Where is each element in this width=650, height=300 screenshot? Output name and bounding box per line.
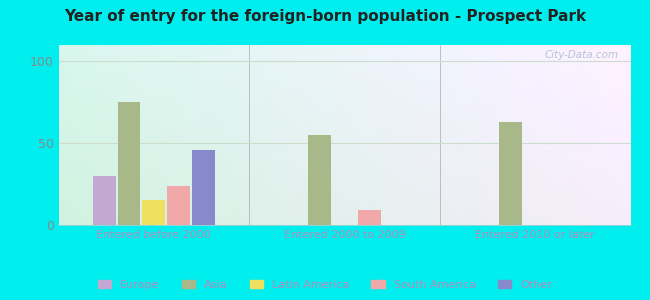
Text: City-Data.com: City-Data.com bbox=[545, 50, 619, 60]
Bar bbox=[192, 150, 215, 225]
Bar bbox=[358, 210, 381, 225]
Bar bbox=[142, 200, 165, 225]
Bar bbox=[499, 122, 522, 225]
Bar bbox=[93, 176, 116, 225]
Bar bbox=[118, 102, 140, 225]
Bar bbox=[308, 135, 331, 225]
Text: Year of entry for the foreign-born population - Prospect Park: Year of entry for the foreign-born popul… bbox=[64, 9, 586, 24]
Legend: Europe, Asia, Latin America, South America, Other: Europe, Asia, Latin America, South Ameri… bbox=[94, 275, 556, 294]
Bar bbox=[167, 186, 190, 225]
